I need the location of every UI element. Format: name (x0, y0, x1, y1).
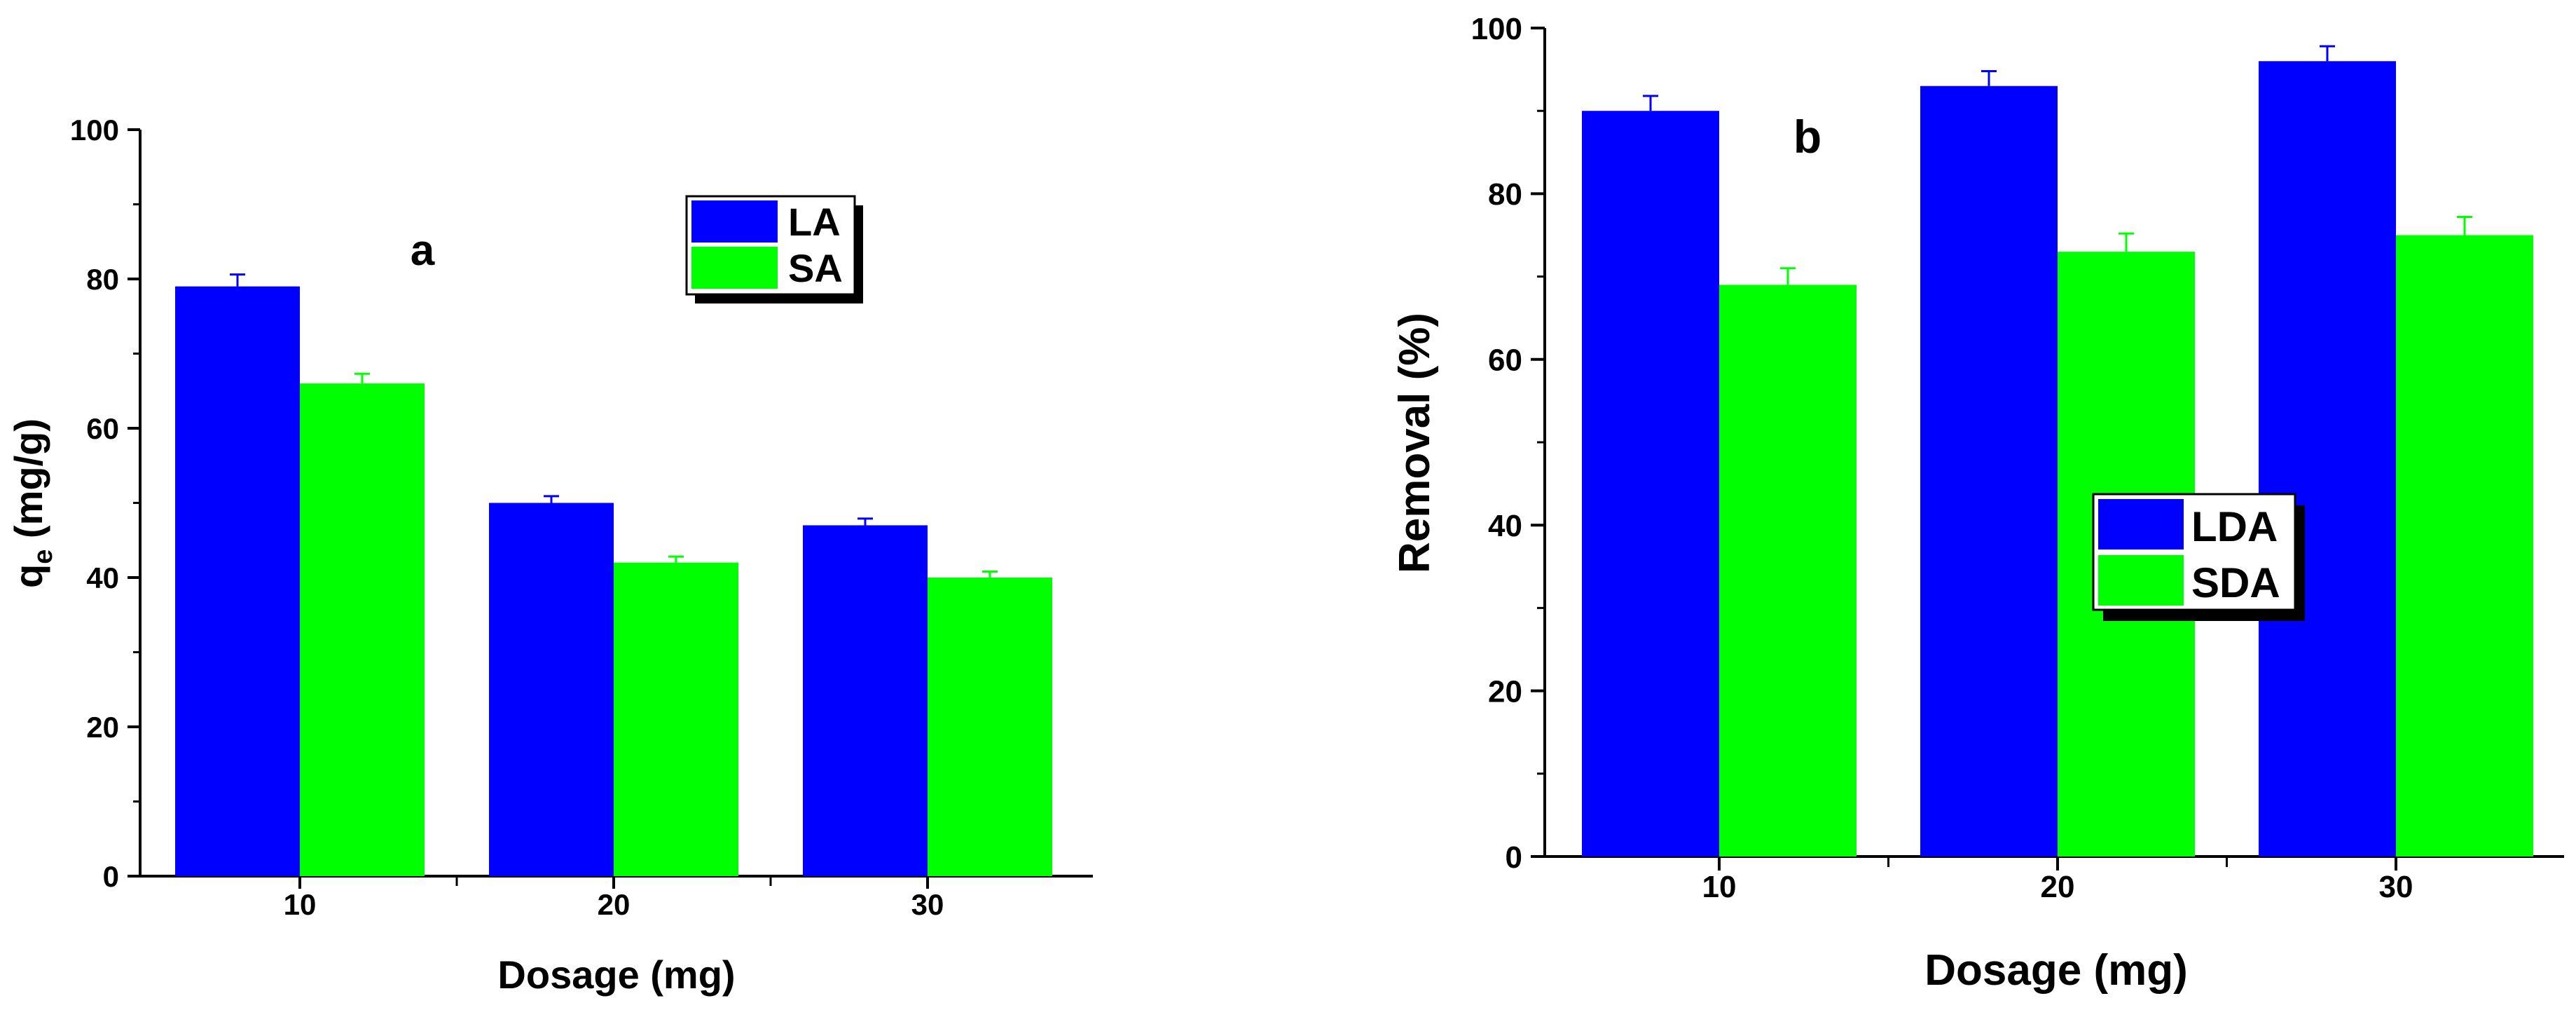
chart-a-y-tick-label: 0 (103, 860, 119, 893)
chart-a-x-tick-label: 10 (284, 888, 317, 921)
chart-a-legend-swatch-la (691, 200, 778, 243)
chart-a-y-axis-title: qe (mg/g) (6, 418, 58, 588)
chart-b-x-tick-label: 10 (1702, 870, 1737, 904)
chart-a-bar-sa-10 (300, 383, 425, 876)
chart-b-bar-lda-20 (1920, 86, 2058, 857)
chart-a-x-ticks: 10 20 30 (284, 876, 944, 921)
chart-a-bar-la-30 (803, 525, 928, 876)
chart-a-bar-sa-20 (614, 562, 738, 876)
chart-a-bar-sa-30 (928, 578, 1052, 876)
chart-a-y-tick-label: 60 (86, 412, 119, 445)
chart-a-y-tick-label: 80 (86, 263, 119, 296)
chart-a-y-tick-label: 40 (86, 561, 119, 594)
chart-b-legend-swatch-lda (2098, 499, 2184, 550)
chart-b-y-tick-label: 80 (1488, 177, 1522, 212)
chart-b-bar-sda-10 (1719, 285, 1857, 857)
chart-b-y-tick-label: 40 (1488, 509, 1522, 543)
chart-b-panel-label: b (1793, 111, 1821, 163)
chart-a-legend: LA SA (685, 195, 863, 303)
chart-b-bar-lda-10 (1582, 111, 1719, 857)
chart-a-y-tick-label: 20 (86, 711, 119, 744)
chart-a-bar-la-10 (175, 286, 300, 876)
chart-b-legend: LDA SDA (2092, 493, 2305, 621)
chart-b-x-axis-title: Dosage (mg) (1924, 946, 2187, 995)
chart-b-x-ticks: 10 20 30 (1702, 857, 2413, 904)
chart-a-x-tick-label: 30 (911, 888, 944, 921)
chart-a-y-axis-title-rest: (mg/g) (6, 418, 50, 550)
chart-b-x-tick-label: 30 (2379, 870, 2413, 904)
chart-b-y-tick-label: 20 (1488, 674, 1522, 709)
chart-a-legend-swatch-sa (691, 247, 778, 289)
chart-a-panel-label: a (411, 226, 435, 275)
chart-a-y-axis-title-main: q (6, 564, 50, 588)
chart-b-bar-sda-30 (2396, 235, 2533, 857)
chart-b-y-tick-label: 100 (1471, 12, 1522, 46)
chart-a-legend-label-sa: SA (788, 246, 843, 290)
chart-b-legend-swatch-sda (2098, 555, 2184, 606)
chart-a-y-tick-label: 100 (70, 114, 119, 146)
chart-b-y-axis-title: Removal (%) (1391, 313, 1439, 573)
chart-b-y-tick-label: 60 (1488, 343, 1522, 378)
chart-a-x-tick-label: 20 (598, 888, 631, 921)
chart-b-bars (1582, 45, 2533, 857)
chart-a-bars (175, 273, 1052, 876)
chart-a-bar-la-20 (489, 503, 614, 876)
chart-a-x-axis-title: Dosage (mg) (497, 953, 735, 997)
chart-b-legend-label-sda: SDA (2191, 559, 2280, 606)
chart-a-y-axis-title-sub: e (29, 550, 58, 564)
chart-b-legend-label-lda: LDA (2191, 503, 2278, 550)
chart-a-legend-label-la: LA (788, 200, 841, 244)
chart-b-bar-lda-30 (2259, 61, 2396, 857)
chart-a-y-ticks: 0 20 40 60 80 100 (70, 114, 140, 893)
chart-b-y-tick-label: 0 (1506, 840, 1522, 875)
chart-b-y-ticks: 0 20 40 60 80 100 (1471, 12, 1545, 875)
chart-b-x-tick-label: 20 (2041, 870, 2075, 904)
